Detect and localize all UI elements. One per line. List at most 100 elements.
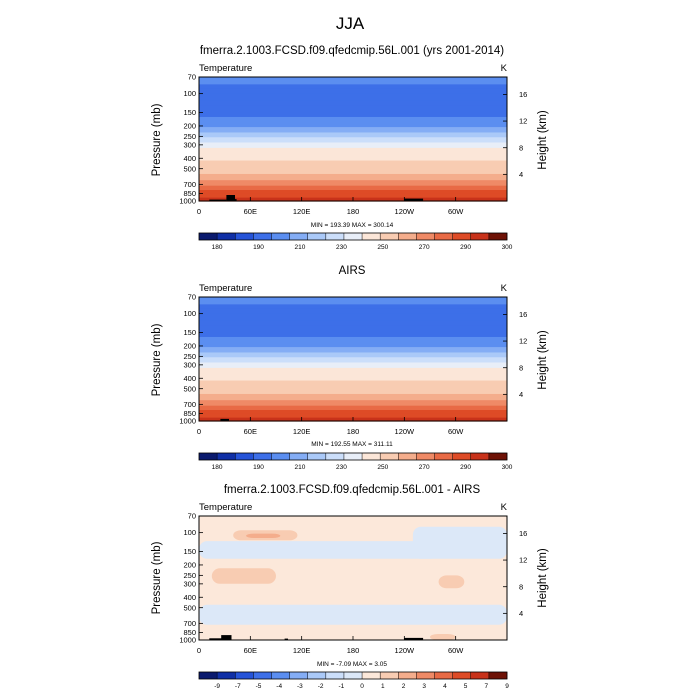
contour-band bbox=[199, 380, 507, 388]
topography bbox=[209, 638, 227, 640]
contour-band bbox=[199, 160, 507, 168]
y-right-tick-label: 16 bbox=[519, 529, 527, 538]
y-tick-label: 850 bbox=[183, 189, 196, 198]
contour-band bbox=[199, 374, 507, 382]
anomaly-region bbox=[430, 634, 456, 640]
y-tick-label: 300 bbox=[183, 360, 196, 369]
stats-label: MIN = -7.09 MAX = 3.05 bbox=[317, 661, 387, 668]
contour-band bbox=[199, 413, 507, 419]
colorbar-swatch bbox=[452, 233, 472, 240]
colorbar-label: -4 bbox=[276, 683, 282, 690]
x-tick-label: 180 bbox=[347, 427, 360, 436]
colorbar-swatch bbox=[343, 672, 363, 679]
topography bbox=[221, 635, 232, 640]
colorbar-swatch bbox=[380, 233, 399, 240]
colorbar-label: 230 bbox=[336, 464, 347, 471]
colorbar-label: 300 bbox=[502, 464, 513, 471]
contour-band bbox=[199, 304, 507, 310]
colorbar-label: 270 bbox=[419, 464, 430, 471]
contour-band bbox=[199, 166, 507, 175]
colorbar-swatch bbox=[416, 233, 435, 240]
colorbar-label: 0 bbox=[360, 683, 364, 690]
colorbar-swatch bbox=[289, 233, 309, 240]
contour-band bbox=[199, 180, 507, 187]
y-tick-label: 700 bbox=[183, 400, 196, 409]
colorbar-swatch bbox=[362, 453, 381, 460]
y-tick-label: 100 bbox=[183, 309, 196, 318]
y-tick-label: 150 bbox=[183, 547, 196, 556]
x-tick-label: 60E bbox=[244, 427, 257, 436]
y-tick-label: 150 bbox=[183, 108, 196, 117]
colorbar-label: 290 bbox=[460, 464, 471, 471]
colorbar-swatch bbox=[307, 453, 327, 460]
contour-band bbox=[199, 297, 507, 301]
contour-band bbox=[199, 362, 507, 369]
colorbar-swatch bbox=[488, 453, 508, 460]
colorbar-label: -1 bbox=[339, 683, 345, 690]
variable-label: Temperature bbox=[199, 63, 252, 74]
colorbar-label: 250 bbox=[377, 464, 388, 471]
colorbar-label: 5 bbox=[464, 683, 468, 690]
contour-band bbox=[199, 393, 507, 401]
colorbar-swatch bbox=[235, 672, 254, 679]
colorbar-swatch bbox=[271, 453, 290, 460]
x-tick-label: 0 bbox=[197, 207, 201, 216]
y-tick-label: 200 bbox=[183, 122, 196, 131]
contour-band bbox=[199, 147, 507, 155]
colorbar-label: 270 bbox=[419, 244, 430, 251]
y-tick-label: 500 bbox=[183, 164, 196, 173]
panel-difference: fmerra.2.1003.FCSD.f09.qfedcmip.56L.001 … bbox=[151, 484, 549, 690]
y-tick-label: 70 bbox=[188, 512, 196, 521]
colorbar-swatch bbox=[343, 233, 363, 240]
x-tick-label: 0 bbox=[197, 646, 201, 655]
y-tick-label: 250 bbox=[183, 132, 196, 141]
colorbar-swatch bbox=[416, 672, 435, 679]
colorbar-label: 2 bbox=[402, 683, 406, 690]
colorbar-swatch bbox=[253, 233, 272, 240]
stats-label: MIN = 192.55 MAX = 311.11 bbox=[311, 441, 393, 448]
contour-band bbox=[199, 105, 507, 112]
x-tick-label: 120E bbox=[293, 427, 311, 436]
colorbar-label: 190 bbox=[253, 464, 264, 471]
colorbar: -9 -7 -5 -4 -3 -2 -1 0 1 2 3 4 5 7 9 bbox=[198, 671, 509, 690]
contour-band bbox=[199, 336, 507, 343]
panel-airs: AIRS Temperature K Pressure (mb) Height … bbox=[151, 265, 549, 471]
y-tick-label: 500 bbox=[183, 384, 196, 393]
y-axis-right-label: Height (km) bbox=[537, 330, 549, 390]
contour-band bbox=[199, 122, 507, 128]
contour-band bbox=[199, 132, 507, 138]
colorbar-swatch bbox=[307, 233, 327, 240]
colorbar-swatch bbox=[362, 233, 381, 240]
y-tick-label: 70 bbox=[188, 293, 196, 302]
colorbar-swatch bbox=[452, 672, 472, 679]
contour-band bbox=[199, 88, 507, 95]
y-tick-label: 300 bbox=[183, 579, 196, 588]
page-title: JJA bbox=[336, 14, 365, 33]
contour-band bbox=[199, 410, 507, 415]
colorbar-swatch bbox=[398, 672, 417, 679]
y-axis-right-label: Height (km) bbox=[537, 548, 549, 608]
colorbar-swatch bbox=[398, 453, 417, 460]
colorbar-swatch bbox=[325, 233, 345, 240]
contour-band bbox=[199, 84, 507, 90]
colorbar-swatch bbox=[199, 672, 218, 679]
y-tick-label: 400 bbox=[183, 154, 196, 163]
units-label: K bbox=[501, 283, 508, 294]
contour-band bbox=[199, 300, 507, 305]
colorbar-swatch bbox=[398, 233, 417, 240]
y-right-tick-label: 8 bbox=[519, 582, 523, 591]
topography bbox=[284, 638, 288, 640]
colorbar-swatch bbox=[362, 672, 381, 679]
colorbar-frame bbox=[198, 671, 508, 680]
y-tick-label: 1000 bbox=[179, 197, 196, 206]
colorbar-swatch bbox=[307, 672, 327, 679]
anomaly-region bbox=[246, 533, 281, 538]
y-tick-label: 200 bbox=[183, 342, 196, 351]
colorbar-label: 180 bbox=[212, 244, 223, 251]
y-tick-label: 700 bbox=[183, 180, 196, 189]
colorbar-label: 180 bbox=[212, 464, 223, 471]
x-tick-label: 60E bbox=[244, 207, 257, 216]
colorbar-swatch bbox=[488, 233, 508, 240]
y-axis-label: Pressure (mb) bbox=[151, 323, 163, 396]
